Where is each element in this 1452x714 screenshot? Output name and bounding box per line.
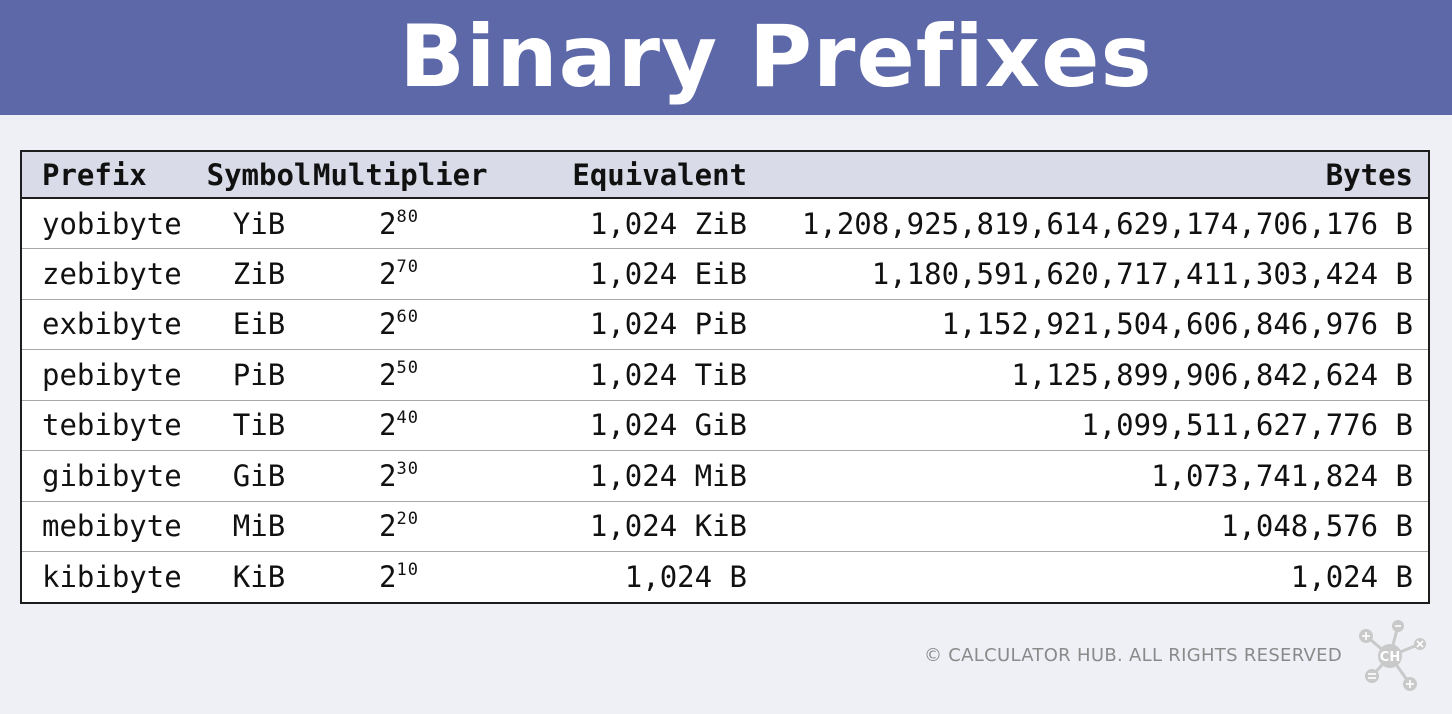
multiplier-cell: 240	[313, 399, 485, 451]
header-multiplier: Multiplier	[313, 152, 488, 199]
table-row: gibibyte GiB 230 1,024 MiB 1,073,741,824…	[22, 450, 1428, 501]
multiplier-base: 2	[379, 509, 397, 544]
table-header-row: Prefix Symbol Multiplier Equivalent Byte…	[22, 152, 1428, 199]
multiplier-cell: 270	[313, 248, 485, 299]
equivalent-cell: 1,024 TiB	[485, 349, 747, 400]
multiplier-exponent: 70	[396, 256, 419, 277]
equivalent-cell: 1,024 B	[485, 551, 747, 602]
equivalent-cell: 1,024 KiB	[485, 500, 747, 552]
multiplier-exponent: 10	[396, 560, 419, 580]
prefix-cell: exbibyte	[22, 298, 205, 350]
equivalent-cell: 1,024 MiB	[485, 450, 747, 501]
symbol-cell: PiB	[205, 349, 313, 400]
multiplier-exponent: 60	[396, 307, 419, 328]
equivalent-cell: 1,024 PiB	[485, 298, 747, 350]
symbol-cell: TiB	[205, 399, 313, 451]
calculator-hub-molecule-logo-icon: CH	[1359, 620, 1426, 691]
equivalent-cell: 1,024 ZiB	[589, 206, 747, 241]
copyright-notice: © CALCULATOR HUB. ALL RIGHTS RESERVED	[923, 645, 1342, 666]
table-row: kibibyte KiB 210 1,024 B 1,024 B	[22, 551, 1428, 602]
symbol-cell: KiB	[205, 551, 313, 602]
multiplier-exponent: 30	[396, 458, 419, 479]
multiplier-cell: 220	[313, 500, 485, 552]
multiplier-exponent: 20	[396, 509, 419, 530]
multiplier-cell: 250	[313, 349, 485, 400]
logo-text: CH	[1380, 650, 1400, 665]
multiplier-base: 2	[379, 408, 397, 443]
page-title: Binary Prefixes	[399, 7, 1153, 107]
multiplier-cell: 280	[313, 198, 485, 249]
bytes-cell: 1,073,741,824 B	[747, 450, 1428, 501]
multiplier-base: 2	[379, 206, 397, 241]
prefix-cell: pebibyte	[22, 349, 205, 400]
bytes-cell: 1,125,899,906,842,624 B	[747, 349, 1428, 400]
header-equivalent: Equivalent	[485, 152, 747, 199]
equivalent-cell: 1,024 GiB	[485, 399, 747, 451]
title-banner	[0, 0, 1452, 115]
prefix-cell: zebibyte	[22, 248, 205, 299]
table-row: exbibyte EiB 260 1,024 PiB 1,152,921,504…	[22, 298, 1428, 350]
multiplier-cell: 260	[313, 298, 485, 350]
multiplier-exponent: 80	[396, 206, 419, 227]
table-row: mebibyte MiB 220 1,024 KiB 1,048,576 B	[22, 500, 1428, 552]
bytes-cell: 1,024 B	[747, 551, 1428, 602]
header-symbol: Symbol	[205, 152, 313, 199]
symbol-cell: GiB	[205, 450, 313, 501]
table-row: pebibyte PiB 250 1,024 TiB 1,125,899,906…	[22, 349, 1428, 400]
symbol-cell: YiB	[232, 206, 286, 241]
multiplier-base: 2	[379, 458, 397, 493]
equivalent-cell: 1,024 EiB	[485, 248, 747, 299]
bytes-cell: 1,180,591,620,717,411,303,424 B	[747, 248, 1428, 299]
prefix-cell: mebibyte	[22, 500, 205, 552]
prefix-cell: gibibyte	[22, 450, 205, 501]
table-row: tebibyte TiB 240 1,024 GiB 1,099,511,627…	[22, 399, 1428, 451]
bytes-cell: 1,048,576 B	[747, 500, 1428, 552]
multiplier-exponent: 40	[396, 408, 419, 429]
header-prefix: Prefix	[22, 152, 205, 199]
bytes-cell: 1,152,921,504,606,846,976 B	[747, 298, 1428, 350]
multiplier-base: 2	[379, 560, 397, 594]
multiplier-base: 2	[379, 357, 397, 392]
symbol-cell: EiB	[205, 298, 313, 350]
symbol-cell: MiB	[205, 500, 313, 552]
symbol-cell: ZiB	[205, 248, 313, 299]
multiplier-exponent: 50	[396, 357, 419, 378]
prefix-cell: tebibyte	[22, 399, 205, 451]
table-row: zebibyte ZiB 270 1,024 EiB 1,180,591,620…	[22, 248, 1428, 299]
multiplier-cell: 210	[313, 551, 485, 602]
bytes-cell: 1,208,925,819,614,629,174,706,176 B	[801, 206, 1413, 241]
multiplier-cell: 230	[313, 450, 485, 501]
prefix-cell: yobibyte	[42, 206, 182, 241]
table-row: yobibyte YiB 280 1,024 ZiB 1,208,925,819…	[22, 198, 1428, 249]
multiplier-base: 2	[379, 307, 397, 342]
binary-prefixes-table: Prefix Symbol Multiplier Equivalent Byte…	[20, 150, 1430, 604]
prefix-cell: kibibyte	[22, 551, 205, 602]
header-bytes: Bytes	[747, 152, 1428, 199]
multiplier-base: 2	[379, 256, 397, 291]
bytes-cell: 1,099,511,627,776 B	[747, 399, 1428, 451]
